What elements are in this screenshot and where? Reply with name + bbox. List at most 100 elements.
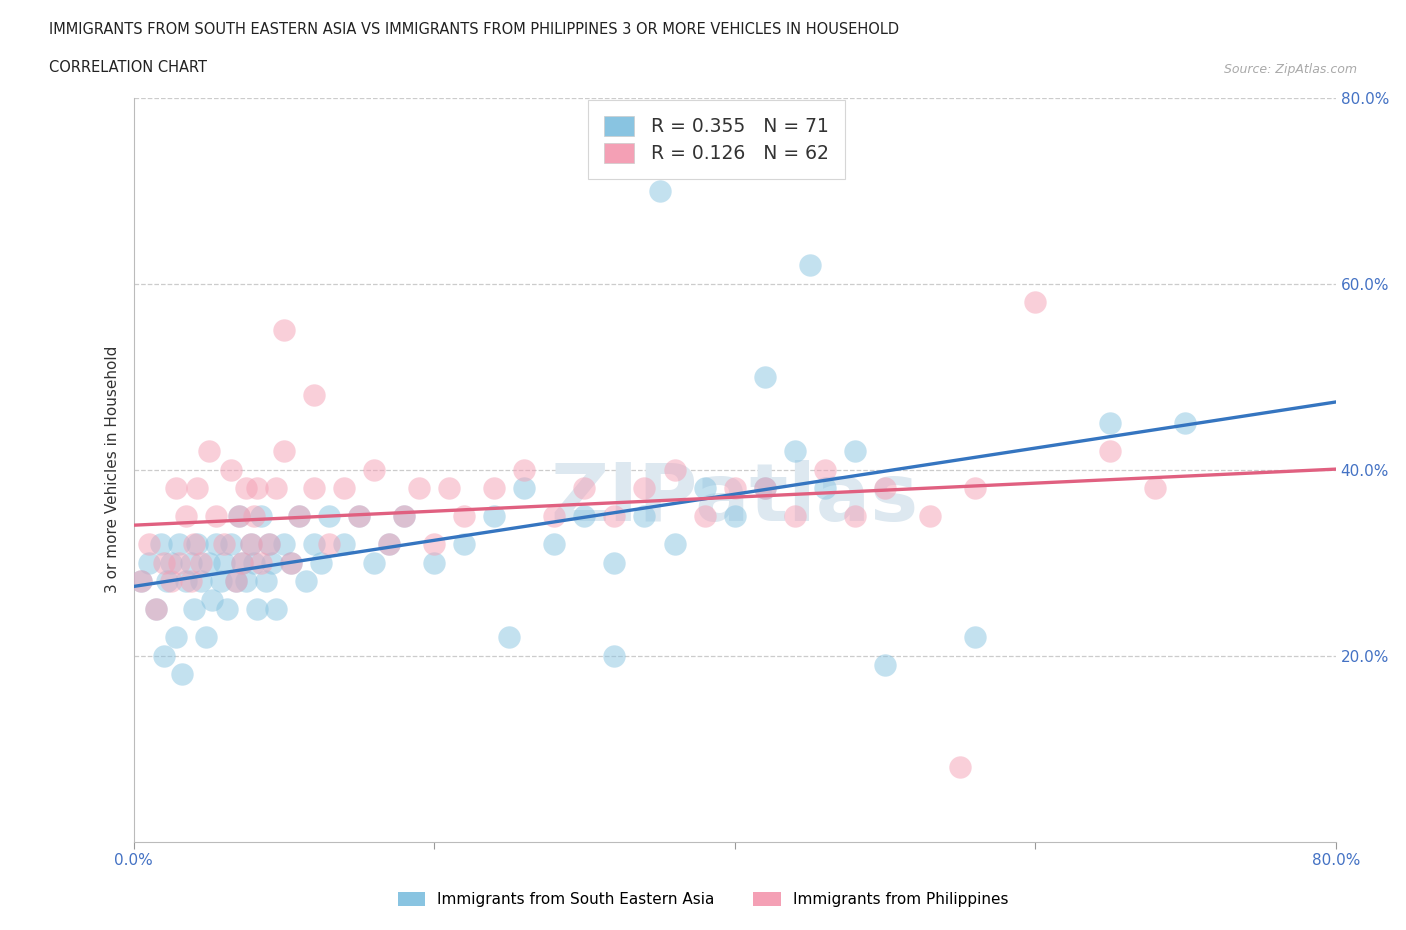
Point	[129, 574, 152, 589]
Point	[266, 602, 288, 617]
Point	[799, 258, 821, 272]
Point	[484, 481, 506, 496]
Point	[212, 555, 235, 570]
Point	[152, 648, 174, 663]
Point	[378, 537, 401, 551]
Point	[302, 388, 325, 403]
Point	[239, 537, 262, 551]
Point	[392, 509, 415, 524]
Point	[235, 574, 257, 589]
Point	[844, 444, 866, 458]
Point	[205, 537, 228, 551]
Point	[167, 555, 190, 570]
Point	[723, 509, 745, 524]
Point	[574, 509, 596, 524]
Point	[165, 630, 187, 644]
Point	[194, 630, 217, 644]
Point	[280, 555, 302, 570]
Point	[318, 509, 340, 524]
Point	[814, 462, 837, 477]
Point	[246, 481, 269, 496]
Point	[225, 574, 247, 589]
Point	[363, 555, 385, 570]
Point	[949, 760, 972, 775]
Point	[129, 574, 152, 589]
Legend: Immigrants from South Eastern Asia, Immigrants from Philippines: Immigrants from South Eastern Asia, Immi…	[389, 884, 1017, 915]
Point	[1099, 444, 1122, 458]
Point	[1144, 481, 1167, 496]
Point	[363, 462, 385, 477]
Point	[197, 444, 219, 458]
Point	[1099, 416, 1122, 431]
Point	[149, 537, 172, 551]
Point	[257, 537, 280, 551]
Point	[228, 509, 250, 524]
Point	[174, 509, 197, 524]
Text: ZIPatlas: ZIPatlas	[551, 460, 918, 538]
Point	[453, 509, 475, 524]
Point	[205, 509, 228, 524]
Point	[231, 555, 253, 570]
Point	[513, 481, 536, 496]
Point	[288, 509, 311, 524]
Point	[219, 462, 242, 477]
Point	[138, 555, 160, 570]
Point	[243, 555, 266, 570]
Point	[333, 481, 356, 496]
Point	[190, 574, 212, 589]
Point	[250, 509, 273, 524]
Point	[280, 555, 302, 570]
Point	[437, 481, 460, 496]
Point	[1024, 295, 1046, 310]
Point	[160, 555, 183, 570]
Point	[603, 648, 626, 663]
Point	[183, 537, 205, 551]
Point	[302, 537, 325, 551]
Point	[138, 537, 160, 551]
Point	[160, 574, 183, 589]
Point	[754, 481, 776, 496]
Point	[378, 537, 401, 551]
Point	[648, 183, 671, 198]
Point	[145, 602, 167, 617]
Point	[484, 509, 506, 524]
Point	[513, 462, 536, 477]
Point	[201, 592, 224, 607]
Point	[318, 537, 340, 551]
Point	[347, 509, 370, 524]
Point	[543, 537, 565, 551]
Point	[190, 555, 212, 570]
Point	[235, 481, 257, 496]
Point	[965, 481, 987, 496]
Point	[257, 537, 280, 551]
Point	[873, 481, 896, 496]
Text: IMMIGRANTS FROM SOUTH EASTERN ASIA VS IMMIGRANTS FROM PHILIPPINES 3 OR MORE VEHI: IMMIGRANTS FROM SOUTH EASTERN ASIA VS IM…	[49, 22, 900, 37]
Point	[574, 481, 596, 496]
Point	[246, 602, 269, 617]
Point	[145, 602, 167, 617]
Point	[225, 574, 247, 589]
Point	[873, 658, 896, 672]
Point	[754, 369, 776, 384]
Point	[209, 574, 232, 589]
Point	[266, 481, 288, 496]
Point	[186, 537, 208, 551]
Point	[156, 574, 179, 589]
Point	[783, 444, 806, 458]
Point	[333, 537, 356, 551]
Point	[215, 602, 238, 617]
Point	[693, 509, 716, 524]
Point	[918, 509, 941, 524]
Point	[273, 323, 295, 338]
Point	[254, 574, 277, 589]
Point	[302, 481, 325, 496]
Point	[633, 509, 655, 524]
Point	[423, 555, 446, 570]
Point	[239, 537, 262, 551]
Point	[814, 481, 837, 496]
Point	[273, 444, 295, 458]
Point	[186, 481, 208, 496]
Point	[250, 555, 273, 570]
Point	[167, 537, 190, 551]
Point	[633, 481, 655, 496]
